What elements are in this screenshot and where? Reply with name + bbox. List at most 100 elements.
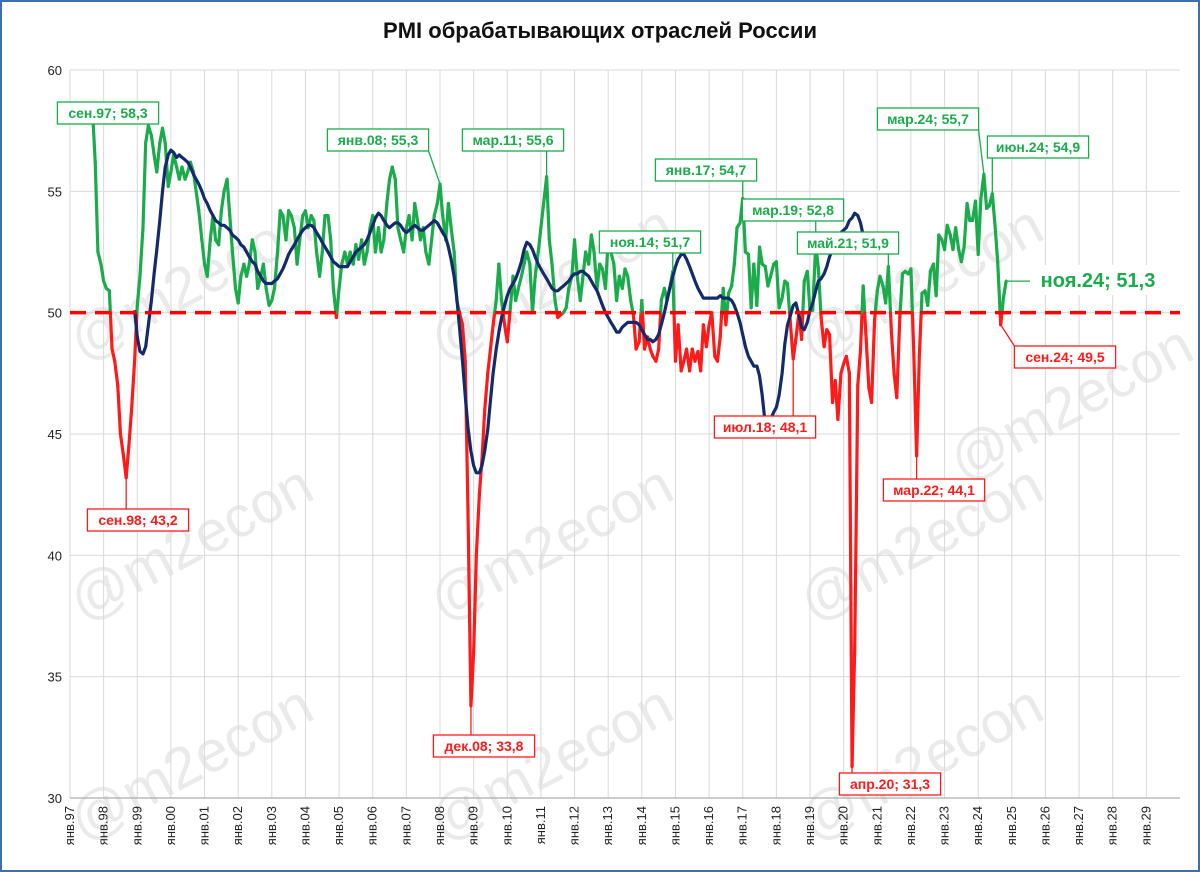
monthly-series-segment <box>250 238 257 254</box>
monthly-series-segment <box>116 383 123 436</box>
x-tick-label: янв.98 <box>96 806 111 845</box>
monthly-series-segment <box>836 371 843 422</box>
monthly-series-segment <box>390 165 397 181</box>
monthly-series-segment <box>480 408 487 460</box>
x-tick-label: янв.07 <box>398 806 413 845</box>
x-tick-label: янв.99 <box>129 806 144 845</box>
callout-label: сен.98; 43,2 <box>98 512 178 528</box>
monthly-series-segment <box>146 124 153 138</box>
callout: апр.20; 31,3 <box>838 766 942 796</box>
callout-box <box>986 135 1090 159</box>
callout-label: июл.18; 48,1 <box>723 419 808 435</box>
monthly-series-segment <box>108 311 114 351</box>
callout: май.21; 51,9 <box>796 231 900 267</box>
monthly-series-segment <box>553 298 559 315</box>
y-tick-label: 60 <box>48 63 62 78</box>
callout: янв.08; 55,3 <box>326 128 441 185</box>
callout-box <box>654 158 758 182</box>
x-tick-label: янв.21 <box>869 806 884 845</box>
monthly-series-segment <box>550 262 557 303</box>
callout-box <box>741 198 845 222</box>
monthly-series-segment <box>769 262 776 278</box>
monthly-series-segment <box>626 274 633 303</box>
monthly-series-segment <box>421 226 428 254</box>
callout-box <box>432 734 536 758</box>
callout: янв.17; 54,7 <box>654 158 758 199</box>
monthly-series-segment <box>335 286 341 315</box>
monthly-series-segment <box>438 182 445 218</box>
monthly-series-segment <box>724 311 729 327</box>
monthly-series-segment <box>217 209 223 247</box>
monthly-series-segment <box>149 133 156 157</box>
monthly-series-segment <box>1001 279 1008 300</box>
monthly-series-segment <box>572 238 579 278</box>
monthly-series-segment <box>942 223 949 252</box>
monthly-series-segment <box>564 286 571 310</box>
monthly-series-segment <box>895 315 902 400</box>
x-tick-label: янв.12 <box>567 806 582 845</box>
monthly-series-segment <box>631 313 638 351</box>
monthly-series-segment <box>530 274 537 315</box>
monthly-series-segment <box>898 272 905 315</box>
monthly-series-segment <box>976 197 983 257</box>
monthly-series-segment <box>284 209 291 242</box>
monthly-series-segment <box>141 141 148 230</box>
monthly-series-segment <box>127 408 134 448</box>
monthly-series-segment <box>514 286 520 303</box>
callout-label: мар.22; 44,1 <box>893 482 975 498</box>
callout-box <box>56 101 160 125</box>
callout-box <box>86 508 190 532</box>
monthly-series-segment <box>915 354 921 458</box>
y-tick-label: 55 <box>48 184 62 199</box>
callout-box <box>876 107 980 131</box>
monthly-series-segment <box>873 289 879 315</box>
monthly-series-segment <box>917 311 923 358</box>
callout: сен.98; 43,2 <box>86 477 190 532</box>
monthly-series-segment <box>962 201 969 249</box>
monthly-series-segment <box>774 260 781 310</box>
monthly-series-segment <box>469 650 476 708</box>
monthly-series-segment <box>113 359 120 388</box>
x-tick-label: янв.22 <box>903 806 918 845</box>
callout-label: мар.19; 52,8 <box>752 202 834 218</box>
monthly-series-segment <box>959 245 966 264</box>
monthly-series-segment <box>721 286 727 315</box>
monthly-series-segment <box>827 332 835 405</box>
y-axis-ticks: 30 35 40 45 50 55 60 <box>48 63 62 806</box>
monthly-series-segment <box>863 311 868 341</box>
monthly-series-segment <box>135 274 142 307</box>
x-tick-label: янв.00 <box>163 806 178 845</box>
monthly-series-segment <box>493 298 498 315</box>
monthly-series-segment <box>160 126 167 145</box>
monthly-series-segment <box>589 233 596 254</box>
callout: мар.22; 44,1 <box>882 455 986 502</box>
monthly-series-segment <box>312 218 319 254</box>
monthly-series-segment <box>926 269 933 307</box>
monthly-series-segment <box>275 209 282 254</box>
monthly-series-segment <box>449 226 456 254</box>
x-tick-label: янв.17 <box>735 806 750 845</box>
monthly-series-segment <box>791 337 798 361</box>
watermark-text: @m2econ <box>418 452 683 634</box>
x-tick-label: янв.26 <box>1037 806 1052 845</box>
x-tick-label: янв.29 <box>1138 806 1153 845</box>
monthly-series-segment <box>858 311 864 354</box>
monthly-series-segment <box>379 238 386 254</box>
monthly-series-segment <box>329 238 335 290</box>
monthly-series-segment <box>785 281 792 315</box>
monthly-series-segment <box>982 172 989 210</box>
monthly-series-segment <box>847 371 854 769</box>
monthly-series-segment <box>219 189 226 213</box>
callout: мар.11; 55,6 <box>461 128 565 177</box>
callout-leader <box>1000 324 1015 347</box>
monthly-series-segment <box>491 311 497 327</box>
monthly-series-segment <box>289 214 296 230</box>
monthly-series-segment <box>326 214 333 242</box>
callout-box <box>796 231 900 255</box>
monthly-series-segment <box>547 238 554 266</box>
callout-box <box>326 128 430 152</box>
x-tick-label: янв.19 <box>802 806 817 845</box>
callout-label: сен.97; 58,3 <box>68 105 148 121</box>
monthly-series-segment <box>816 267 823 315</box>
monthly-series-segment <box>194 189 201 213</box>
